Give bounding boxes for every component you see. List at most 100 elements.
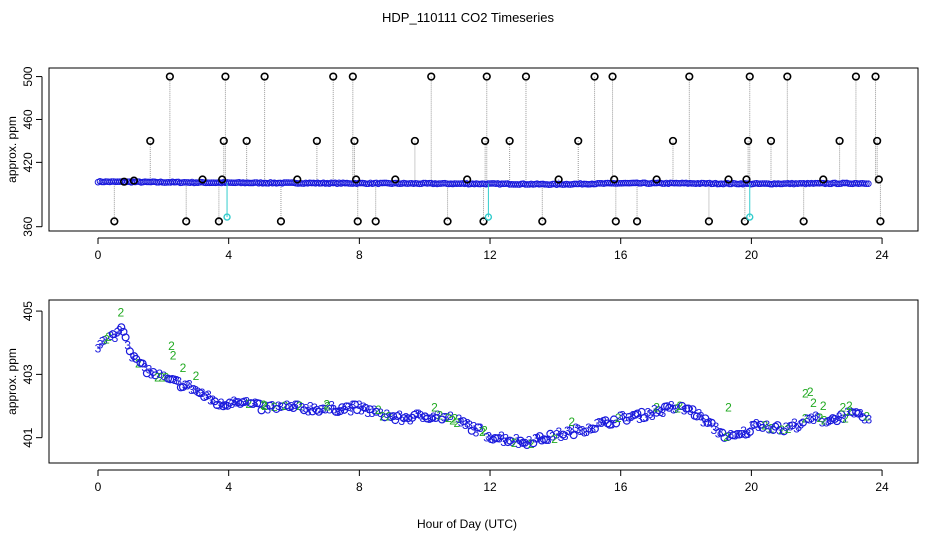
point-label-3: 3 xyxy=(228,397,235,411)
point-label-3: 3 xyxy=(129,350,136,364)
data-point xyxy=(832,417,841,426)
point-label-3: 3 xyxy=(787,419,794,433)
data-point xyxy=(773,421,782,430)
data-point xyxy=(505,436,514,445)
bottom-y-tick-label: 405 xyxy=(21,301,35,321)
data-point xyxy=(728,431,737,440)
point-label-3: 3 xyxy=(369,406,376,420)
point-label-3: 3 xyxy=(819,415,826,429)
point-label-3: 3 xyxy=(277,400,284,414)
point-label-3: 3 xyxy=(545,433,552,447)
top-y-tick-label: 460 xyxy=(21,109,35,129)
point-label-3: 3 xyxy=(498,429,505,443)
outlier-point xyxy=(214,217,223,226)
outlier-point xyxy=(443,217,452,226)
bottom-x-tick-label: 0 xyxy=(95,480,102,494)
point-label-2: 2 xyxy=(725,401,732,415)
outlier-point xyxy=(632,217,642,226)
point-label-3: 3 xyxy=(488,432,495,446)
point-label-3: 3 xyxy=(783,420,790,434)
data-point xyxy=(255,399,264,408)
point-label-3: 3 xyxy=(107,329,114,343)
data-point xyxy=(852,408,861,417)
data-point xyxy=(520,438,529,447)
data-point xyxy=(692,412,701,421)
data-point xyxy=(236,399,245,408)
point-label-2: 2 xyxy=(163,370,170,384)
outlier-point xyxy=(873,136,882,146)
point-label-2: 2 xyxy=(785,422,792,436)
bottom-x-tick-label: 4 xyxy=(225,480,232,494)
point-label-3: 3 xyxy=(764,418,771,432)
point-label-2: 2 xyxy=(154,371,161,385)
point-label-3: 3 xyxy=(706,415,713,429)
point-label-2: 2 xyxy=(282,399,289,413)
point-label-3: 3 xyxy=(388,410,395,424)
point-label-2: 2 xyxy=(431,401,438,415)
outlier-point xyxy=(652,175,661,184)
point-label-2: 2 xyxy=(511,436,518,450)
point-label-3: 3 xyxy=(496,432,503,446)
outlier-point xyxy=(276,217,286,226)
point-label-3: 3 xyxy=(292,398,299,412)
outlier-point xyxy=(219,136,228,146)
point-label-3: 3 xyxy=(740,424,747,438)
bottom-x-tick-label: 24 xyxy=(875,480,889,494)
point-label-2: 2 xyxy=(375,403,382,417)
outlier-point xyxy=(391,175,400,184)
point-label-3: 3 xyxy=(347,404,354,418)
data-point xyxy=(331,407,340,416)
point-label-3: 3 xyxy=(585,421,592,435)
point-label-3: 3 xyxy=(577,424,584,438)
point-label-3: 3 xyxy=(156,367,163,381)
point-label-3: 3 xyxy=(112,331,119,345)
data-point xyxy=(399,414,408,423)
point-label-3: 3 xyxy=(793,421,800,435)
outlier-point xyxy=(218,175,227,184)
data-point xyxy=(488,435,497,444)
top-axes: 0 4 8 12 16 20 24 360 420 460 500 xyxy=(21,66,889,262)
data-point xyxy=(410,410,419,419)
point-label-3: 3 xyxy=(572,421,579,435)
point-label-3: 3 xyxy=(430,410,437,424)
data-point xyxy=(788,421,797,430)
data-point xyxy=(639,414,648,423)
outlier-point xyxy=(182,217,191,226)
point-label-3: 3 xyxy=(95,342,102,356)
point-label-3: 3 xyxy=(114,326,121,340)
data-point xyxy=(741,430,750,439)
point-label-3: 3 xyxy=(687,404,694,418)
data-point xyxy=(361,403,370,412)
data-point xyxy=(569,431,578,440)
point-label-3: 3 xyxy=(532,431,539,445)
point-label-3: 3 xyxy=(715,427,722,441)
outlier-point xyxy=(410,136,419,146)
point-label-3: 3 xyxy=(600,414,607,428)
data-point xyxy=(516,436,525,445)
point-label-3: 3 xyxy=(485,429,492,443)
point-label-3: 3 xyxy=(358,403,365,417)
data-point xyxy=(285,403,294,412)
point-label-3: 3 xyxy=(288,400,295,414)
point-label-2: 2 xyxy=(168,339,175,353)
data-point xyxy=(234,398,243,407)
point-label-2: 2 xyxy=(105,330,112,344)
point-label-3: 3 xyxy=(371,403,378,417)
point-label-3: 3 xyxy=(99,335,106,349)
data-point xyxy=(830,414,839,423)
top-y-tick-label: 360 xyxy=(21,216,35,236)
point-label-3: 3 xyxy=(124,339,131,353)
outlier-point xyxy=(799,217,808,226)
point-label-2: 2 xyxy=(437,409,444,423)
data-point xyxy=(257,406,266,415)
point-label-2: 2 xyxy=(386,409,393,423)
point-label-3: 3 xyxy=(458,415,465,429)
x-axis-label: Hour of Day (UTC) xyxy=(417,517,517,531)
data-point xyxy=(474,423,483,432)
point-label-2: 2 xyxy=(323,397,330,411)
point-label-2: 2 xyxy=(193,369,200,383)
baseline-point xyxy=(863,180,870,188)
point-label-3: 3 xyxy=(643,410,650,424)
outlier-point xyxy=(293,175,302,184)
